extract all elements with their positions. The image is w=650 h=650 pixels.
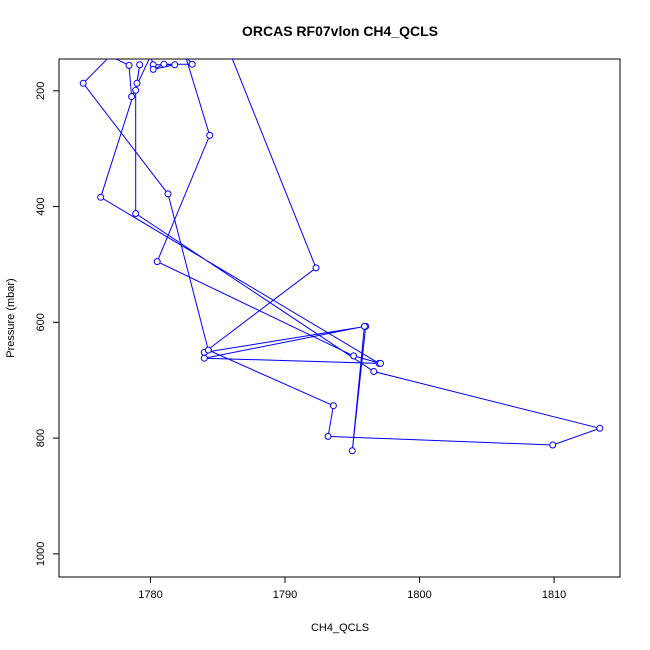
data-point (128, 93, 136, 101)
data-point (188, 60, 196, 68)
data-point (370, 368, 378, 375)
data-point (171, 61, 179, 69)
x-axis: 1780 1790 1800 1810 (138, 577, 566, 601)
data-point (133, 79, 141, 87)
data-point (136, 61, 144, 69)
data-point (183, 59, 188, 60)
series-ch4 (79, 59, 604, 455)
data-point (160, 60, 168, 68)
data-point (125, 61, 133, 69)
data-point (229, 59, 234, 60)
x-axis-label: CH4_QCLS (311, 622, 369, 634)
data-point (149, 65, 157, 73)
data-point (132, 86, 140, 94)
y-axis: 200 400 600 800 1000 (35, 82, 59, 566)
data-point (79, 79, 87, 87)
y-tick-label: 800 (35, 429, 47, 447)
data-point (204, 346, 212, 354)
x-tick-label: 1810 (542, 589, 566, 601)
y-axis-label: Pressure (mbar) (5, 278, 17, 357)
y-tick-label: 600 (35, 313, 47, 331)
plot-frame (58, 58, 621, 578)
data-point (324, 432, 332, 440)
y-tick-label: 200 (35, 82, 47, 100)
data-point (549, 441, 557, 449)
x-tick-label: 1790 (273, 589, 297, 601)
data-point (164, 190, 172, 198)
data-point (148, 59, 153, 60)
data-point (153, 258, 161, 266)
data-point (200, 354, 208, 362)
y-tick-label: 400 (35, 197, 47, 215)
data-point (97, 193, 105, 201)
data-point (132, 210, 140, 217)
x-tick-label: 1800 (407, 589, 431, 601)
data-point (312, 264, 320, 272)
series-line (82, 59, 602, 451)
chart-title: ORCAS RF07vlon CH4_QCLS (242, 23, 438, 39)
data-point (350, 352, 358, 360)
data-point (108, 59, 113, 60)
data-point (206, 131, 214, 139)
y-tick-label: 1000 (35, 542, 47, 566)
data-point (377, 359, 384, 367)
data-point (360, 322, 368, 330)
x-tick-label: 1780 (138, 589, 162, 601)
data-point (596, 424, 604, 432)
data-point (329, 402, 337, 410)
data-point (348, 447, 356, 455)
